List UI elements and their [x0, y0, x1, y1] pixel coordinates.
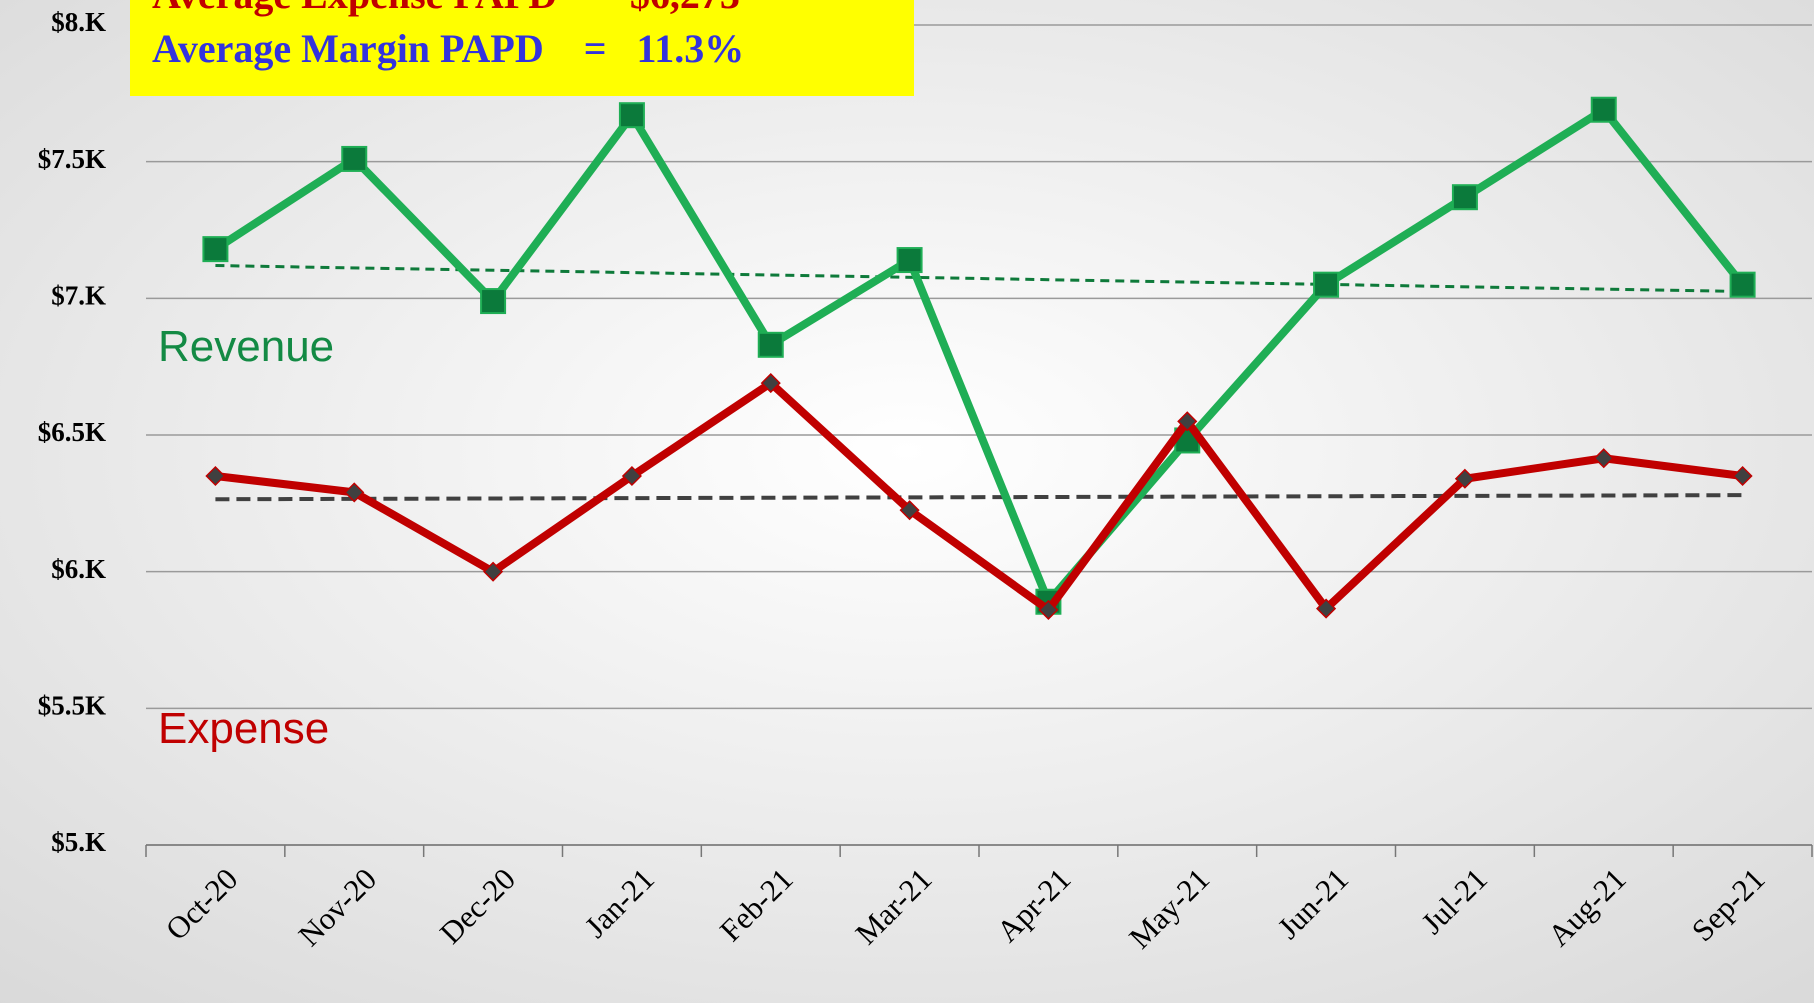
marker	[896, 247, 923, 274]
marker	[1177, 411, 1198, 432]
marker	[483, 561, 504, 582]
marker	[1451, 184, 1478, 211]
series-label: Expense	[158, 704, 329, 753]
marker	[757, 331, 784, 358]
marker	[1316, 598, 1337, 619]
y-tick-label: $7.K	[51, 281, 106, 311]
marker	[899, 500, 920, 521]
marker	[1313, 271, 1340, 298]
y-tick-label: $6.5K	[38, 417, 106, 447]
marker	[1454, 468, 1475, 489]
marker	[760, 373, 781, 394]
series-line	[213, 105, 1746, 606]
marker	[202, 236, 229, 263]
y-tick-label: $5.5K	[38, 691, 106, 721]
marker	[1593, 448, 1614, 469]
annotation: Average Expense PAPD = $6,273	[152, 0, 740, 17]
y-tick-label: $5.K	[51, 827, 106, 857]
y-tick-label: $8.K	[51, 7, 106, 37]
series-line	[214, 379, 1744, 614]
marker	[480, 288, 507, 315]
marker	[1729, 271, 1756, 298]
y-tick-label: $6.K	[51, 554, 106, 584]
marker	[1038, 599, 1059, 620]
marker	[618, 102, 645, 129]
marker	[1732, 465, 1753, 487]
annotation: Average Margin PAPD = 11.3%	[152, 26, 744, 71]
y-tick-label: $7.5K	[38, 144, 106, 174]
marker	[344, 482, 365, 503]
trend-line	[215, 493, 1743, 502]
marker	[341, 145, 368, 172]
marker	[1590, 96, 1617, 123]
series-label: Revenue	[158, 322, 334, 371]
annotation-box	[130, 0, 914, 96]
marker	[205, 465, 226, 487]
marker	[621, 465, 642, 487]
